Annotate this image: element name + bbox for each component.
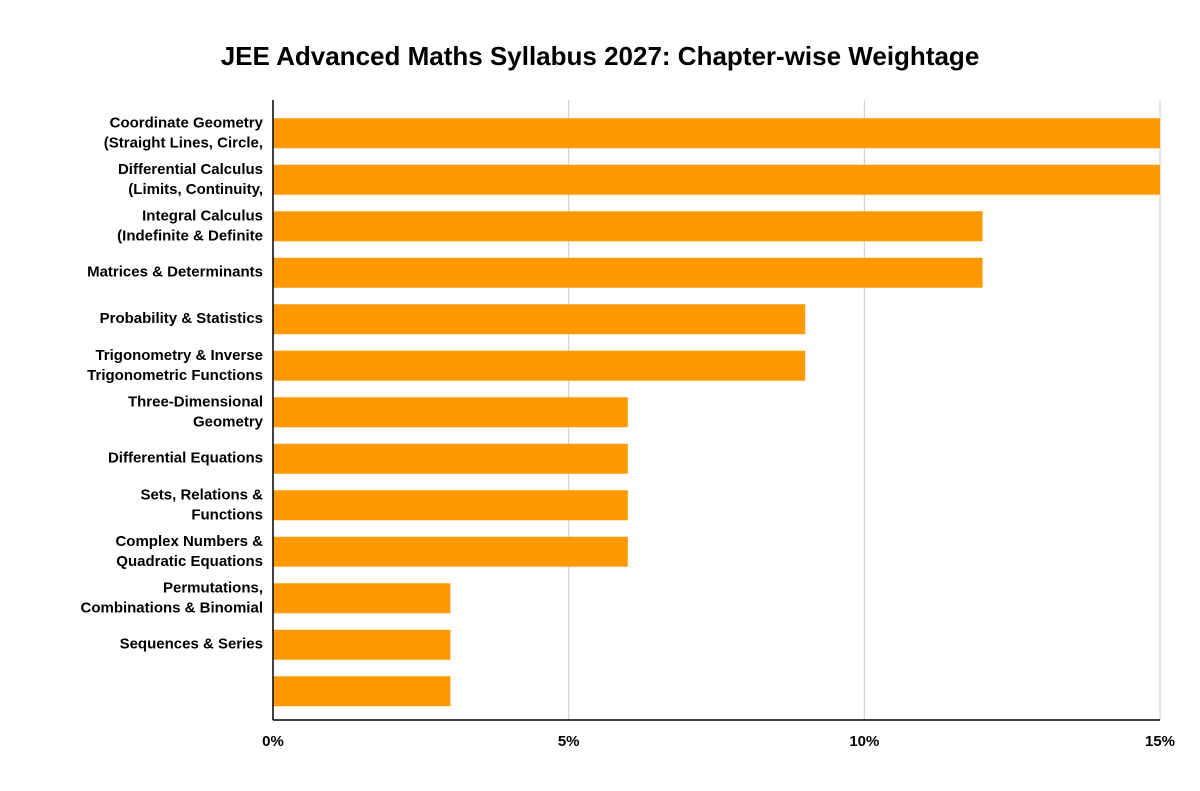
y-tick-label: Differential Equations [108, 450, 263, 467]
y-tick-label: Differential Calculus (Limits, Continuity… [118, 161, 263, 198]
y-tick-label: Coordinate Geometry (Straight Lines, Circ… [104, 114, 264, 151]
x-tick-label: 5% [558, 733, 580, 750]
bar [273, 397, 628, 428]
y-tick-label: Permutations, Combinations & Binomial [80, 579, 263, 616]
bar [273, 350, 806, 381]
chart-title: JEE Advanced Maths Syllabus 2027: Chapte… [221, 41, 980, 71]
bar [273, 443, 628, 474]
bar [273, 676, 451, 707]
y-tick-label: Sequences & Series [120, 636, 263, 653]
x-tick-label: 10% [849, 733, 879, 750]
bar [273, 304, 806, 335]
y-tick-label: Trigonometry & Inverse Trigonometric Func… [87, 347, 263, 384]
bar [273, 536, 628, 567]
bar [273, 164, 1160, 195]
bar [273, 583, 451, 614]
bar [273, 490, 628, 521]
bar [273, 629, 451, 660]
y-tick-label: Complex Numbers & Quadratic Equations [115, 533, 263, 570]
y-tick-label: Matrices & Determinants [87, 264, 263, 281]
y-tick-label: Three-Dimensional Geometry [128, 393, 264, 430]
bar [273, 118, 1160, 149]
y-tick-label: Sets, Relations & Functions [140, 486, 263, 523]
y-tick-label: Integral Calculus (Indefinite & Definite [117, 207, 263, 244]
bar [273, 257, 983, 288]
bar [273, 211, 983, 242]
x-tick-label: 15% [1145, 733, 1175, 750]
y-tick-label: Probability & Statistics [100, 310, 263, 327]
x-tick-label: 0% [262, 733, 284, 750]
